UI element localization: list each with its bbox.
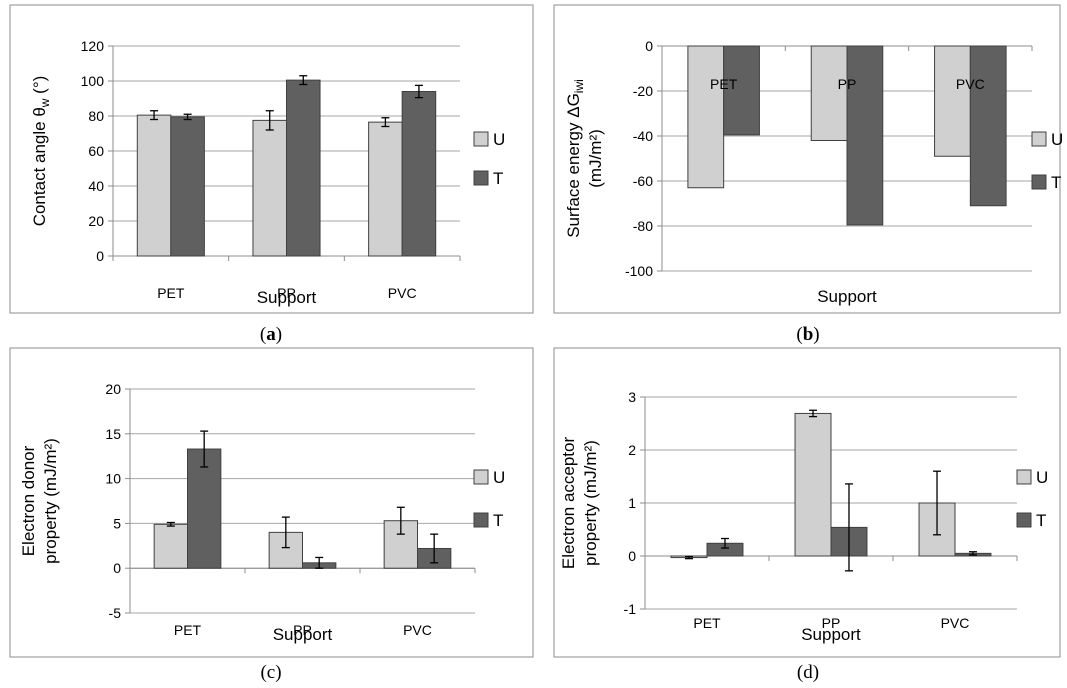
bar-t-pvc [969, 45, 1007, 207]
y-tick-label: 20 [88, 213, 104, 229]
y-tick-label: -20 [633, 83, 653, 99]
y-axis-title: Surface energy ΔGiwi(mJ/m²) [564, 79, 605, 238]
y-tick-label: -1 [624, 601, 637, 617]
bar-u-pvc [368, 121, 403, 257]
panel-caption: (b) [796, 324, 819, 345]
chart-panel-a: 0 20 40 60 80 100 120 PET PP PVC Support Contact an… [9, 4, 534, 345]
x-tick-label: PET [157, 285, 185, 301]
y-tick-label: 0 [113, 560, 121, 576]
panel-caption: (a) [260, 324, 282, 345]
bar-u-pp [794, 412, 832, 557]
bar-u-pp [252, 119, 287, 257]
bar-t-pp [846, 45, 884, 226]
legend-label-u: U [493, 468, 505, 487]
y-tick-label: 120 [81, 38, 105, 54]
y-tick-label: 80 [88, 108, 104, 124]
x-tick-label: PET [174, 622, 202, 638]
chart-panel-c: -5 0 5 10 15 20 PET PP PVC Support Electron donor p… [9, 347, 534, 683]
y-tick-label: 100 [81, 73, 105, 89]
y-axis-title: Electron acceptor property (mJ/m²) [559, 437, 600, 570]
y-tick-label: 15 [105, 426, 121, 442]
panel-caption: (c) [260, 662, 281, 683]
legend-swatch-u [473, 131, 489, 147]
legend-label-t: T [493, 511, 503, 530]
panel-caption: (d) [797, 662, 819, 683]
x-tick-label: PET [710, 76, 738, 92]
x-axis-title: Support [273, 625, 333, 644]
legend-swatch-u [1016, 469, 1032, 485]
legend-swatch-u [473, 469, 489, 485]
legend-label-t: T [1036, 511, 1046, 530]
y-tick-label: 60 [88, 143, 104, 159]
x-tick-label: PET [693, 615, 721, 631]
legend-swatch-t [1016, 512, 1032, 528]
legend-label-t: T [493, 169, 503, 188]
legend-label-u: U [1036, 468, 1048, 487]
bar-u-pet [687, 45, 725, 189]
bar-u-pet [136, 114, 172, 257]
bar-u-pvc [934, 45, 971, 157]
bar-t-pet [187, 448, 222, 569]
y-tick-label: 10 [105, 471, 121, 487]
x-tick-label: PVC [388, 285, 417, 301]
x-axis-title: Support [817, 287, 877, 306]
chart-panel-b: -100 -80 -60 -40 -20 0 PET PP PVC Support Surface … [553, 4, 1063, 345]
x-tick-label: PP [838, 76, 857, 92]
y-tick-label: 40 [88, 178, 104, 194]
legend-label-u: U [493, 130, 505, 149]
x-tick-label: PP [277, 285, 296, 301]
x-tick-label: PVC [956, 76, 985, 92]
y-tick-label: -5 [109, 605, 122, 621]
bar-u-pet [153, 523, 188, 569]
legend-label-u: U [1051, 130, 1063, 149]
bar-t-pet [723, 45, 760, 136]
x-tick-label: PVC [403, 622, 432, 638]
x-tick-label: PVC [941, 615, 970, 631]
y-tick-label: 0 [628, 548, 636, 564]
panel-frame [9, 347, 534, 658]
y-axis-title: Electron donor property (mJ/m²) [19, 438, 60, 564]
y-tick-label: 0 [96, 248, 104, 264]
legend-swatch-t [473, 512, 489, 528]
legend-label-t: T [1051, 173, 1061, 192]
chart-panel-d: -1 0 1 2 3 PET PP PVC Support Electron acceptor pr… [553, 347, 1061, 683]
y-axis-title: Contact angle θw (°) [30, 76, 52, 227]
y-tick-label: 20 [105, 381, 121, 397]
bar-t-pet [170, 116, 205, 257]
legend-swatch-t [473, 170, 489, 186]
x-axis-title: Support [257, 288, 317, 307]
x-tick-label: PP [822, 615, 841, 631]
y-tick-label: -80 [633, 218, 653, 234]
legend-swatch-u [1031, 131, 1047, 147]
legend-swatch-t [1031, 174, 1047, 190]
y-tick-label: 5 [113, 515, 121, 531]
x-tick-label: PP [293, 622, 312, 638]
y-tick-label: 0 [645, 38, 653, 54]
y-tick-label: 2 [628, 442, 636, 458]
bar-u-pp [810, 45, 848, 141]
y-tick-label: 1 [628, 495, 636, 511]
y-tick-label: -60 [633, 173, 653, 189]
y-tick-label: -40 [633, 128, 653, 144]
bar-t-pvc [401, 91, 437, 257]
y-tick-label: -100 [625, 263, 653, 279]
x-axis-title: Support [801, 625, 861, 644]
y-tick-label: 3 [628, 389, 636, 405]
bar-t-pp [286, 79, 321, 257]
